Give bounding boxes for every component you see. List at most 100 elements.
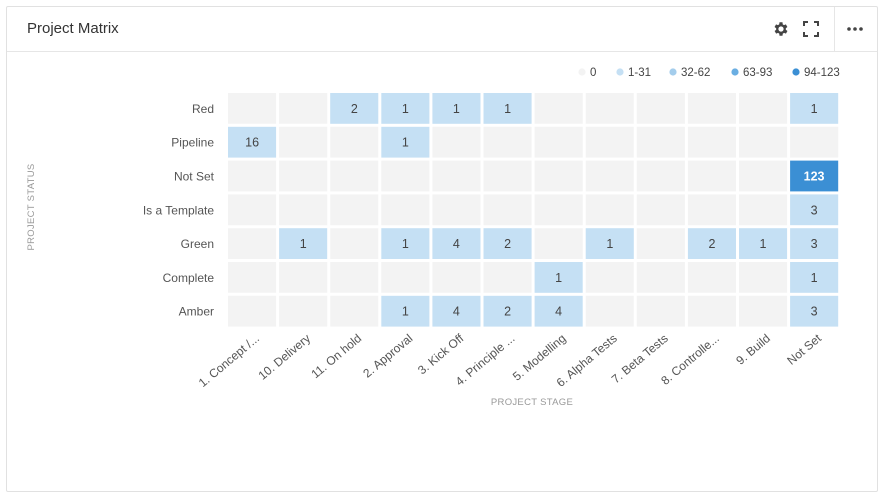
heatmap-cell <box>381 93 430 124</box>
y-axis-title: PROJECT STATUS <box>26 163 37 250</box>
heatmap-cell <box>636 160 685 192</box>
heatmap-cell <box>790 194 839 226</box>
cell-value-label: 1 <box>402 237 409 251</box>
legend-swatch <box>731 68 739 76</box>
heatmap-cell <box>432 126 481 158</box>
legend-label: 63-93 <box>743 67 772 79</box>
heatmap-cell <box>534 126 583 158</box>
cell-value-label: 2 <box>709 237 716 251</box>
x-tick-label: 1. Concept /... <box>196 331 262 390</box>
cell-value-label: 1 <box>760 237 767 251</box>
cell-value-label: 2 <box>504 305 511 319</box>
cell-value-label: 1 <box>453 102 460 116</box>
heatmap-cell <box>432 228 481 259</box>
x-axis-title: PROJECT STAGE <box>491 397 573 408</box>
cell-value-label: 123 <box>804 170 825 184</box>
heatmap-cell <box>483 194 532 226</box>
heatmap-cell <box>585 194 634 226</box>
heatmap-cell <box>636 93 685 124</box>
heatmap-cell <box>381 295 430 327</box>
heatmap-cell <box>585 126 634 158</box>
heatmap-cell <box>330 93 379 124</box>
heatmap-cell <box>279 262 328 293</box>
heatmap-cell <box>432 262 481 293</box>
cell-value-label: 1 <box>811 102 818 116</box>
gear-icon[interactable] <box>769 17 793 41</box>
heatmap-cell <box>330 262 379 293</box>
heatmap-cell <box>739 160 788 192</box>
legend-label: 94-123 <box>804 67 840 79</box>
heatmap-cell <box>585 228 634 259</box>
heatmap-cell <box>432 295 481 327</box>
cell-value-label: 1 <box>504 102 511 116</box>
cell-value-label: 1 <box>555 271 562 285</box>
y-tick-label: Pipeline <box>171 136 214 150</box>
heatmap-cell <box>534 194 583 226</box>
heatmap-cell <box>790 228 839 259</box>
cell-value-label: 4 <box>453 305 460 319</box>
heatmap-cell <box>534 262 583 293</box>
fullscreen-icon[interactable] <box>799 17 823 41</box>
cell-value-label: 4 <box>453 237 460 251</box>
cell-value-label: 2 <box>351 102 358 116</box>
heatmap-cell <box>687 126 736 158</box>
heatmap-cell <box>483 93 532 124</box>
heatmap-cell <box>790 295 839 327</box>
heatmap-cell <box>381 228 430 259</box>
widget-header: Project Matrix <box>7 7 877 52</box>
cell-value-label: 1 <box>300 237 307 251</box>
x-tick-label: Not Set <box>784 331 824 368</box>
y-tick-label: Red <box>192 102 214 116</box>
heatmap-cell <box>585 295 634 327</box>
y-tick-label: Complete <box>163 271 215 285</box>
heatmap-cell <box>483 126 532 158</box>
heatmap-cell <box>228 295 277 327</box>
heatmap-cell <box>330 194 379 226</box>
legend-swatch <box>792 68 800 76</box>
heatmap-cell <box>739 295 788 327</box>
legend-swatch <box>578 68 586 76</box>
heatmap-cell <box>790 93 839 124</box>
heatmap-cell <box>381 160 430 192</box>
heatmap-cell <box>279 295 328 327</box>
cell-value-label: 1 <box>606 237 613 251</box>
x-tick-label: 9. Build <box>733 331 773 367</box>
x-tick-label: 2. Approval <box>360 331 415 380</box>
heatmap-cell <box>739 228 788 259</box>
widget-title: Project Matrix <box>27 20 119 37</box>
heatmap-cell <box>381 262 430 293</box>
heatmap-cell <box>228 126 277 158</box>
heatmap-cell <box>381 194 430 226</box>
heatmap-cell <box>534 160 583 192</box>
heatmap-cell <box>228 262 277 293</box>
heatmap-cell <box>739 93 788 124</box>
heatmap-cell <box>790 160 839 192</box>
heatmap-cell <box>228 228 277 259</box>
heatmap-cell <box>739 194 788 226</box>
heatmap-cell <box>585 262 634 293</box>
heatmap-cell <box>636 262 685 293</box>
x-tick-label: 11. On hold <box>308 331 364 381</box>
cell-value-label: 1 <box>402 102 409 116</box>
heatmap-cell <box>228 194 277 226</box>
heatmap-cell <box>790 262 839 293</box>
more-horizontal-icon[interactable] <box>843 17 867 41</box>
heatmap-cell <box>636 194 685 226</box>
heatmap-cell <box>279 126 328 158</box>
heatmap-cell <box>483 228 532 259</box>
heatmap-cell <box>330 160 379 192</box>
heatmap-cell <box>687 295 736 327</box>
y-tick-label: Not Set <box>174 170 215 184</box>
heatmap-cell <box>432 160 481 192</box>
heatmap-cell <box>739 262 788 293</box>
legend-label: 32-62 <box>681 67 710 79</box>
heatmap-cell <box>432 93 481 124</box>
heatmap-cell <box>636 126 685 158</box>
header-divider <box>834 7 835 51</box>
legend-swatch <box>669 68 677 76</box>
heatmap-cell <box>636 295 685 327</box>
legend-label: 0 <box>590 67 596 79</box>
heatmap-cell <box>790 126 839 158</box>
heatmap-cell <box>636 228 685 259</box>
